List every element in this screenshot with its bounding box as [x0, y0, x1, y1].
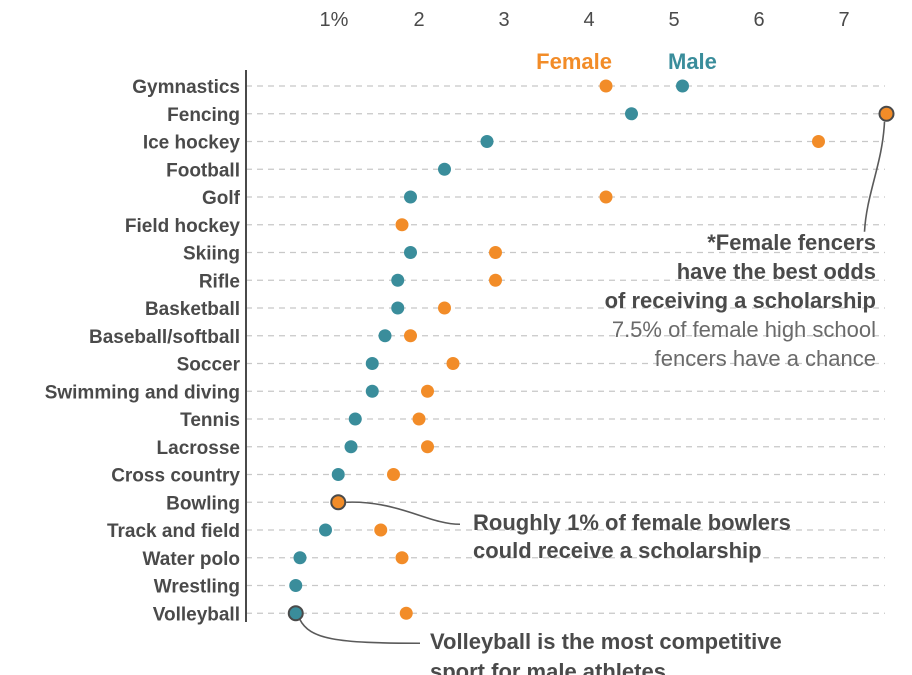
category-label-track-and-field: Track and field [107, 521, 240, 542]
x-tick-label: 7 [838, 9, 849, 31]
legend: Female Male [536, 49, 717, 74]
legend-female-label: Female [536, 49, 612, 74]
point-male-tennis [348, 412, 362, 426]
point-male-football [438, 162, 451, 176]
category-label-soccer: Soccer [177, 355, 241, 376]
point-female-volleyball [399, 606, 413, 620]
point-male-golf [404, 190, 417, 204]
point-female-rifle [489, 273, 502, 287]
point-female-swimming-and-diving [421, 384, 434, 398]
category-label-basketball: Basketball [145, 299, 240, 320]
point-female-tennis [412, 412, 426, 426]
point-female-ice-hockey [812, 135, 825, 148]
annotation-fencing-bold-line: of receiving a scholarship [605, 288, 876, 313]
point-female-gymnastics [599, 79, 613, 93]
point-female-golf [599, 190, 613, 204]
row-guides [246, 85, 885, 614]
category-label-ice-hockey: Ice hockey [143, 133, 241, 154]
annotation-volleyball: Volleyball is the most competitive sport … [430, 629, 782, 675]
point-male-rifle [391, 273, 405, 287]
category-label-rifle: Rifle [199, 271, 240, 292]
point-male-swimming-and-diving [365, 384, 379, 398]
point-female-cross-country [387, 468, 400, 481]
category-label-golf: Golf [202, 188, 241, 209]
category-label-skiing: Skiing [183, 244, 240, 265]
point-female-fencing [878, 105, 895, 122]
point-female-lacrosse [421, 440, 434, 454]
category-label-wrestling: Wrestling [154, 577, 240, 598]
annotation-fencing-light-line: fencers have a chance [655, 346, 876, 371]
point-female-field-hockey [395, 218, 409, 232]
legend-male-label: Male [668, 49, 717, 74]
annotation-bowling-bold-line: could receive a scholarship [473, 538, 762, 563]
point-male-baseball-softball [378, 329, 392, 343]
point-male-wrestling [289, 579, 303, 592]
annotation-fencing: *Female fencers have the best odds of rece… [605, 230, 876, 371]
point-female-water-polo [395, 551, 409, 565]
point-male-track-and-field [319, 523, 332, 537]
annotation-volleyball-bold-line: Volleyball is the most competitive [430, 629, 782, 654]
category-label-baseball-softball: Baseball/softball [89, 327, 240, 348]
category-label-fencing: Fencing [167, 105, 240, 126]
point-female-basketball [438, 301, 451, 315]
point-male-skiing [404, 246, 417, 259]
point-male-gymnastics [676, 79, 689, 93]
category-label-field-hockey: Field hockey [125, 216, 241, 237]
annotations: *Female fencers have the best odds of rece… [430, 230, 876, 675]
x-tick-label: 1% [320, 9, 349, 31]
point-male-volleyball [287, 605, 304, 622]
annotation-bowling-bold-line: Roughly 1% of female bowlers [473, 510, 791, 535]
category-label-tennis: Tennis [180, 410, 240, 431]
point-female-baseball-softball [404, 329, 417, 343]
point-male-lacrosse [344, 440, 358, 454]
data-points [287, 79, 895, 622]
category-label-volleyball: Volleyball [153, 604, 240, 625]
category-label-bowling: Bowling [166, 493, 240, 514]
x-axis-ticks: 1% 2 3 4 5 6 7 [320, 9, 850, 31]
category-labels: Gymnastics Fencing Ice hockey Football Golf F… [45, 77, 241, 625]
point-male-basketball [391, 301, 405, 315]
x-tick-label: 3 [498, 9, 509, 31]
category-label-water-polo: Water polo [143, 549, 240, 570]
point-female-skiing [489, 246, 502, 259]
annotation-volleyball-bold-line: sport for male athletes [430, 659, 666, 675]
category-label-gymnastics: Gymnastics [132, 77, 240, 98]
point-male-ice-hockey [480, 135, 494, 148]
point-male-soccer [365, 357, 379, 370]
x-tick-label: 2 [413, 9, 424, 31]
x-tick-label: 4 [583, 9, 594, 31]
category-label-cross-country: Cross country [111, 466, 240, 487]
point-male-cross-country [331, 468, 345, 481]
annotation-bowling: Roughly 1% of female bowlers could receiv… [473, 510, 791, 563]
connector-fencing [863, 121, 886, 232]
annotation-fencing-bold-line: *Female fencers [707, 230, 876, 255]
annotation-fencing-light-line: 7.5% of female high school [612, 317, 876, 342]
category-label-football: Football [166, 160, 240, 181]
annotation-fencing-bold-line: have the best odds [677, 259, 876, 284]
connector-volleyball [299, 618, 421, 645]
point-female-track-and-field [374, 523, 388, 537]
point-male-water-polo [293, 551, 307, 565]
connector-bowling [346, 501, 461, 526]
point-female-bowling [330, 494, 347, 511]
category-label-lacrosse: Lacrosse [157, 438, 240, 459]
point-female-soccer [446, 357, 460, 370]
x-tick-label: 6 [753, 9, 764, 31]
category-label-swimming-and-diving: Swimming and diving [45, 382, 240, 403]
point-male-fencing [625, 107, 638, 121]
x-tick-label: 5 [668, 9, 679, 31]
annotation-connectors [299, 121, 886, 645]
